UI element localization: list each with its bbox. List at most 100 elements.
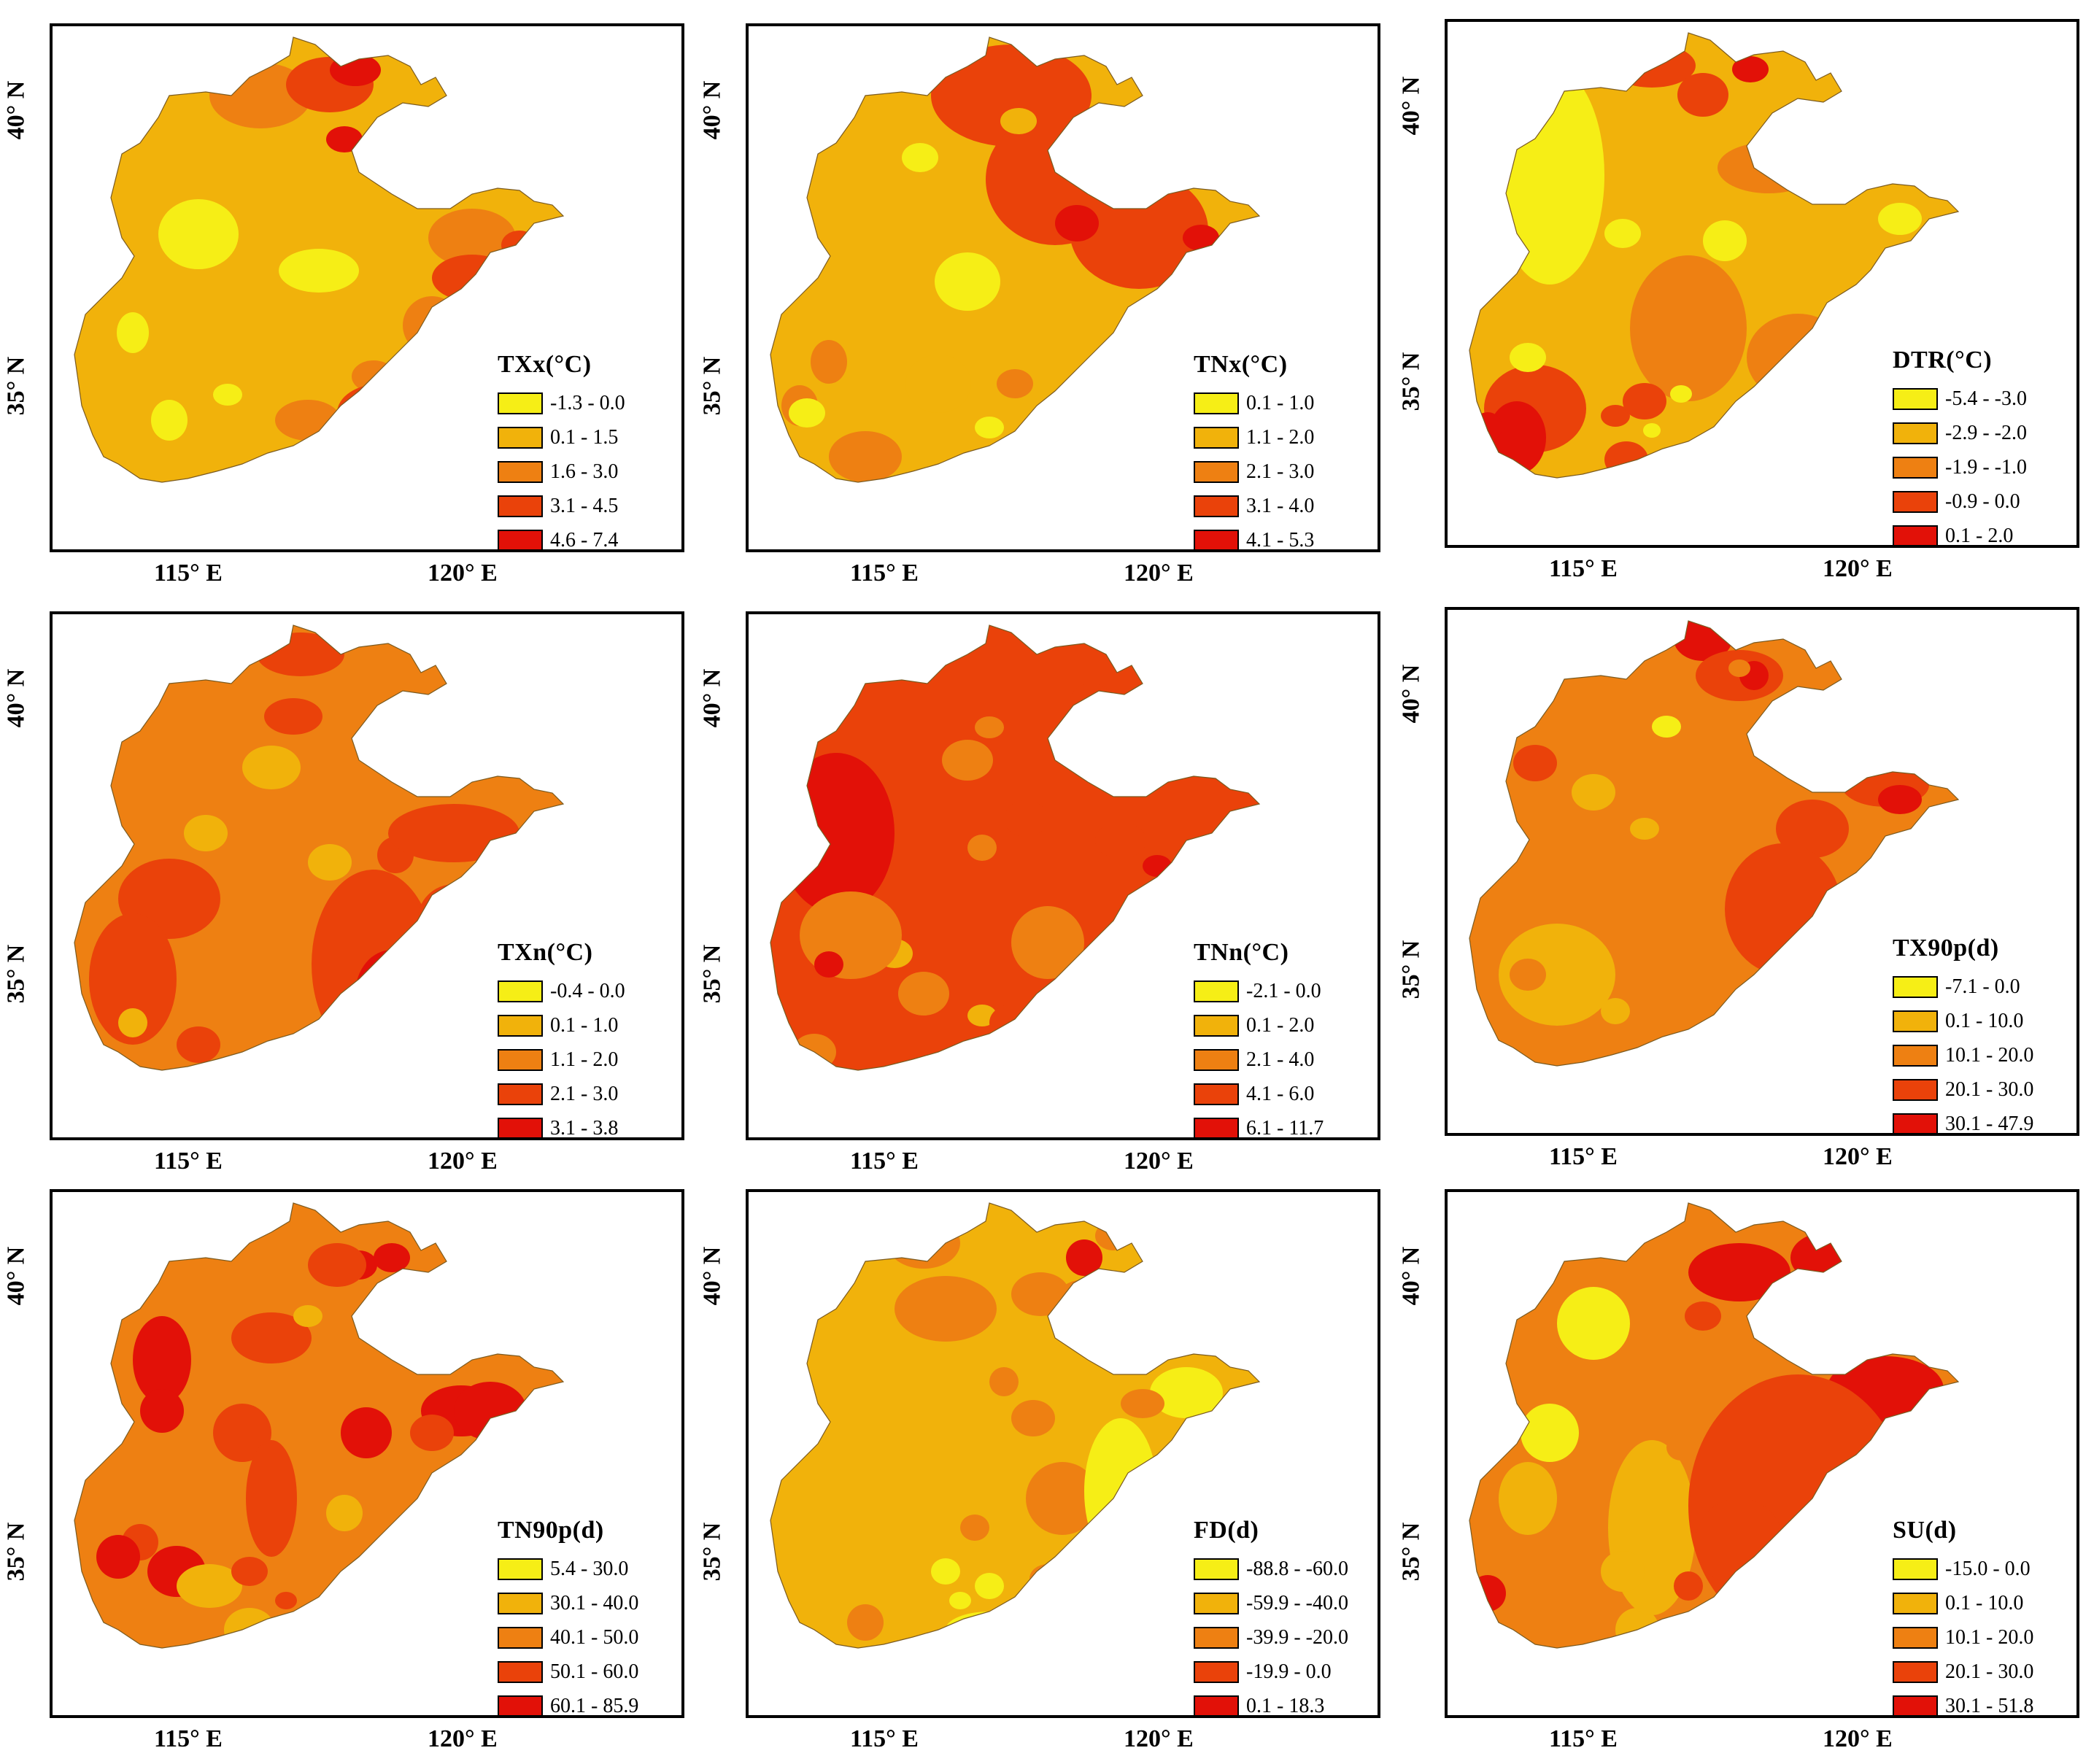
legend-swatch xyxy=(1194,495,1239,517)
longitude-label-115e: 115° E xyxy=(850,1725,919,1752)
map-class-patch xyxy=(377,1280,414,1309)
legend-swatch xyxy=(498,1695,543,1715)
legend: TNx(°C) 0.1 - 1.0 1.1 - 2.0 2.1 - 3.0 3.1 - … xyxy=(1194,351,1376,549)
legend-swatch xyxy=(498,460,543,483)
map-panel: TNn(°C) -2.1 - 0.0 0.1 - 2.0 2.1 - 4.0 4.1 -… xyxy=(746,611,1380,1140)
map-class-patch xyxy=(1495,66,1604,285)
map-class-patch xyxy=(905,355,971,413)
legend-swatch xyxy=(1893,1044,1938,1067)
legend-row: 3.1 - 3.8 xyxy=(498,1111,680,1137)
legend-range-label: -2.1 - 0.0 xyxy=(1246,979,1321,1002)
latitude-label-35n: 35° N xyxy=(698,944,726,1004)
legend: TXn(°C) -0.4 - 0.0 0.1 - 1.0 1.1 - 2.0 2.1 -… xyxy=(498,939,680,1137)
legend-row: -15.0 - 0.0 xyxy=(1893,1552,2075,1586)
legend-row: 0.1 - 18.3 xyxy=(1194,1689,1376,1717)
map-class-patch xyxy=(989,1367,1019,1396)
legend-range-label: -1.3 - 0.0 xyxy=(550,391,625,414)
map-class-patch xyxy=(1604,219,1641,248)
map-class-patch xyxy=(140,1389,184,1433)
map-class-patch xyxy=(1510,959,1546,991)
map-class-patch xyxy=(838,1648,864,1670)
legend-row: -0.9 - 0.0 xyxy=(1893,484,2075,519)
longitude-label-115e: 115° E xyxy=(154,560,223,587)
map-class-patch xyxy=(847,1604,884,1641)
map-class-patch xyxy=(975,716,1004,738)
map-class-patch xyxy=(1150,1367,1223,1418)
legend-range-label: 0.1 - 1.0 xyxy=(1246,391,1315,414)
map-class-patch xyxy=(1703,220,1747,261)
latitude-label-35n: 35° N xyxy=(1397,352,1425,411)
legend-swatch xyxy=(1893,387,1938,410)
map-class-patch xyxy=(326,126,363,152)
map-class-patch xyxy=(1790,1232,1863,1283)
legend-row: 1.1 - 2.0 xyxy=(498,1042,680,1077)
map-class-patch xyxy=(814,951,843,978)
map-class-patch xyxy=(1011,1272,1070,1316)
map-class-patch xyxy=(935,252,1000,311)
map-class-patch xyxy=(1601,1551,1645,1592)
map-class-patch xyxy=(1630,818,1659,840)
legend-range-label: 0.1 - 10.0 xyxy=(1945,1591,2024,1614)
map-class-patch xyxy=(960,1515,989,1541)
map-class-patch xyxy=(1572,774,1615,811)
legend-row: 0.1 - 1.0 xyxy=(498,1008,680,1042)
latitude-label-40n: 40° N xyxy=(1397,76,1425,136)
legend-range-label: 0.1 - 18.3 xyxy=(1246,1694,1325,1717)
map-class-patch xyxy=(1604,441,1648,478)
latitude-label-40n: 40° N xyxy=(1397,1246,1425,1306)
legend-range-label: -19.9 - 0.0 xyxy=(1246,1660,1332,1683)
map-class-patch xyxy=(1513,745,1557,781)
map-class-patch xyxy=(1066,957,1117,1001)
map-class-patch xyxy=(1878,785,1922,814)
legend-range-label: 4.1 - 6.0 xyxy=(1246,1082,1315,1105)
longitude-label-120e: 120° E xyxy=(428,1148,498,1175)
map-class-patch xyxy=(1000,108,1037,134)
legend-swatch xyxy=(498,1660,543,1683)
spatial-map xyxy=(74,36,565,483)
map-class-patch xyxy=(1106,1012,1150,1048)
region-boundary xyxy=(1469,1202,1960,1649)
region-boundary xyxy=(74,36,565,483)
legend: SU(d) -15.0 - 0.0 0.1 - 10.0 10.1 - 20.0 20.… xyxy=(1893,1517,2075,1715)
latitude-label-35n: 35° N xyxy=(2,1522,30,1582)
map-class-patch xyxy=(1143,855,1172,877)
spatial-map xyxy=(74,624,565,1071)
legend-range-label: 4.6 - 7.4 xyxy=(550,528,619,552)
legend-row: 0.1 - 10.0 xyxy=(1893,1586,2075,1620)
map-class-patch xyxy=(1761,964,1805,1015)
legend: TX90p(d) -7.1 - 0.0 0.1 - 10.0 10.1 - 20.0 2… xyxy=(1893,935,2075,1133)
spatial-map xyxy=(770,1202,1261,1670)
legend-range-label: 40.1 - 50.0 xyxy=(550,1625,639,1649)
longitude-label-120e: 120° E xyxy=(428,1725,498,1752)
map-class-patch xyxy=(177,1564,242,1608)
legend-range-label: 3.1 - 4.0 xyxy=(1246,494,1315,517)
map-class-patch xyxy=(337,384,425,442)
map-class-patch xyxy=(388,804,519,862)
longitude-label-120e: 120° E xyxy=(1124,1725,1194,1752)
longitude-label-120e: 120° E xyxy=(1823,555,1893,582)
map-class-patch xyxy=(898,972,949,1016)
legend-row: 30.1 - 47.9 xyxy=(1893,1107,2075,1133)
legend-row: 20.1 - 30.0 xyxy=(1893,1072,2075,1107)
legend-swatch xyxy=(498,980,543,1002)
map-class-patch xyxy=(1183,225,1219,251)
map-class-patch xyxy=(96,1535,140,1579)
legend-swatch xyxy=(498,1558,543,1580)
region-boundary xyxy=(770,36,1261,483)
legend-range-label: 30.1 - 40.0 xyxy=(550,1591,639,1614)
map-class-patch xyxy=(184,815,228,851)
map-class-patch xyxy=(975,1573,1004,1599)
legend-range-label: 0.1 - 1.5 xyxy=(550,425,619,449)
legend-swatch xyxy=(1194,1558,1239,1580)
legend-title: TN90p(d) xyxy=(498,1517,604,1544)
map-class-patch xyxy=(997,369,1033,398)
map-class-patch xyxy=(1473,412,1502,441)
legend-range-label: 10.1 - 20.0 xyxy=(1945,1625,2034,1649)
map-class-patch xyxy=(1026,1462,1099,1535)
legend-row: 40.1 - 50.0 xyxy=(498,1620,680,1655)
legend-swatch xyxy=(1194,1083,1239,1105)
legend-range-label: 1.6 - 3.0 xyxy=(550,460,619,483)
region-boundary xyxy=(770,1202,1261,1649)
map-class-patch xyxy=(246,1440,297,1557)
map-class-patch xyxy=(1685,1301,1721,1331)
